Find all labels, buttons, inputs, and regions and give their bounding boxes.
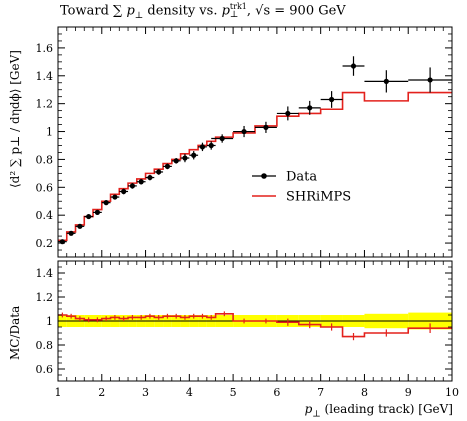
main-plot-panel: 0.2 0.4 0.6 0.8 1 1.2 1.4 1.6 [36, 26, 453, 258]
ratio-shrimps-step-line [58, 313, 452, 338]
data-point [219, 135, 225, 142]
main-y-tick-label: 0.8 [36, 153, 54, 166]
x-tick-label: 6 [273, 386, 280, 399]
data-point [86, 213, 92, 220]
title-sub: ⊥ [229, 10, 239, 20]
data-point [147, 174, 153, 181]
ratio-y-tick-label: 1.4 [36, 267, 54, 280]
title-mid: density vs. [143, 3, 222, 19]
chart-title: Toward ∑ p⊥ density vs. p trk1 ⊥, √s = 900… [60, 2, 346, 22]
data-point [121, 188, 127, 195]
ratio-y-tick-label: 0.8 [36, 339, 54, 352]
main-y-tick-label: 0.4 [36, 209, 54, 222]
data-point [350, 63, 357, 69]
xlabel-perp: ⊥ [312, 409, 321, 420]
x-tick-label: 8 [361, 386, 368, 399]
data-point [173, 158, 179, 164]
main-y-tick-label: 1.6 [36, 42, 54, 55]
data-point [191, 152, 197, 158]
main-y-tick-label: 1.2 [36, 98, 54, 111]
data-point [427, 77, 433, 83]
title-perp1: ⊥ [134, 11, 144, 22]
x-tick-label: 5 [230, 386, 237, 399]
ratio-y-tick-label: 1 [46, 315, 53, 328]
data-point [285, 110, 291, 117]
ratio-y-tick-label: 0.6 [36, 363, 54, 376]
main-y-tick-label: 1.4 [36, 70, 54, 83]
legend: Data SHRiMPS [252, 170, 351, 205]
data-point [138, 179, 144, 185]
x-tick-label: 10 [445, 386, 459, 399]
x-tick-label: 9 [405, 386, 412, 399]
data-point [129, 183, 136, 189]
title-prefix: Toward ∑ [60, 3, 127, 19]
title-sup: trk1 [229, 2, 247, 11]
x-tick-label: 1 [55, 386, 62, 399]
data-point [199, 144, 206, 150]
data-point [263, 124, 269, 130]
x-tick-label: 2 [98, 386, 105, 399]
data-point [383, 78, 389, 84]
legend-label-data: Data [286, 170, 317, 185]
x-tick-label: 3 [142, 386, 149, 399]
legend-data-marker [261, 173, 267, 179]
data-point [77, 223, 83, 229]
xlabel-rest: (leading track) [GeV] [320, 402, 453, 416]
ratio-plot-panel: 0.6 0.8 1 1.2 1.4 1 2 3 4 5 6 7 8 9 10 [36, 260, 459, 399]
data-point [182, 155, 188, 161]
data-point [94, 209, 100, 215]
data-point [156, 169, 162, 175]
title-p2: p [221, 3, 230, 19]
x-tick-label: 7 [317, 386, 324, 399]
main-y-axis-label: ⟨d² ∑ p⊥ / dηdϕ⟩ [GeV] [8, 50, 22, 188]
legend-label-shrimps: SHRiMPS [286, 190, 351, 205]
main-y-tick-label: 1 [46, 126, 53, 139]
x-axis-label: p⊥ (leading track) [GeV] [305, 402, 453, 419]
x-tick-label: 4 [186, 386, 193, 399]
data-point [112, 194, 118, 200]
data-point [208, 142, 214, 149]
data-point [241, 128, 247, 135]
data-point [307, 105, 313, 111]
main-y-tick-label: 0.2 [36, 237, 54, 250]
ratio-y-tick-label: 1.2 [36, 291, 54, 304]
title-sqrt-part: , √s = 900 GeV [246, 3, 346, 19]
data-point [164, 163, 171, 169]
data-point [329, 96, 335, 103]
title-p1: p [126, 3, 135, 19]
main-plot-frame [57, 26, 453, 258]
data-point [103, 200, 109, 206]
main-y-tick-label: 0.6 [36, 181, 54, 194]
xlabel-p: p [304, 402, 313, 416]
shrimps-step-line [58, 91, 452, 242]
ratio-y-axis-label: MC/Data [8, 305, 22, 360]
data-point [68, 230, 74, 236]
